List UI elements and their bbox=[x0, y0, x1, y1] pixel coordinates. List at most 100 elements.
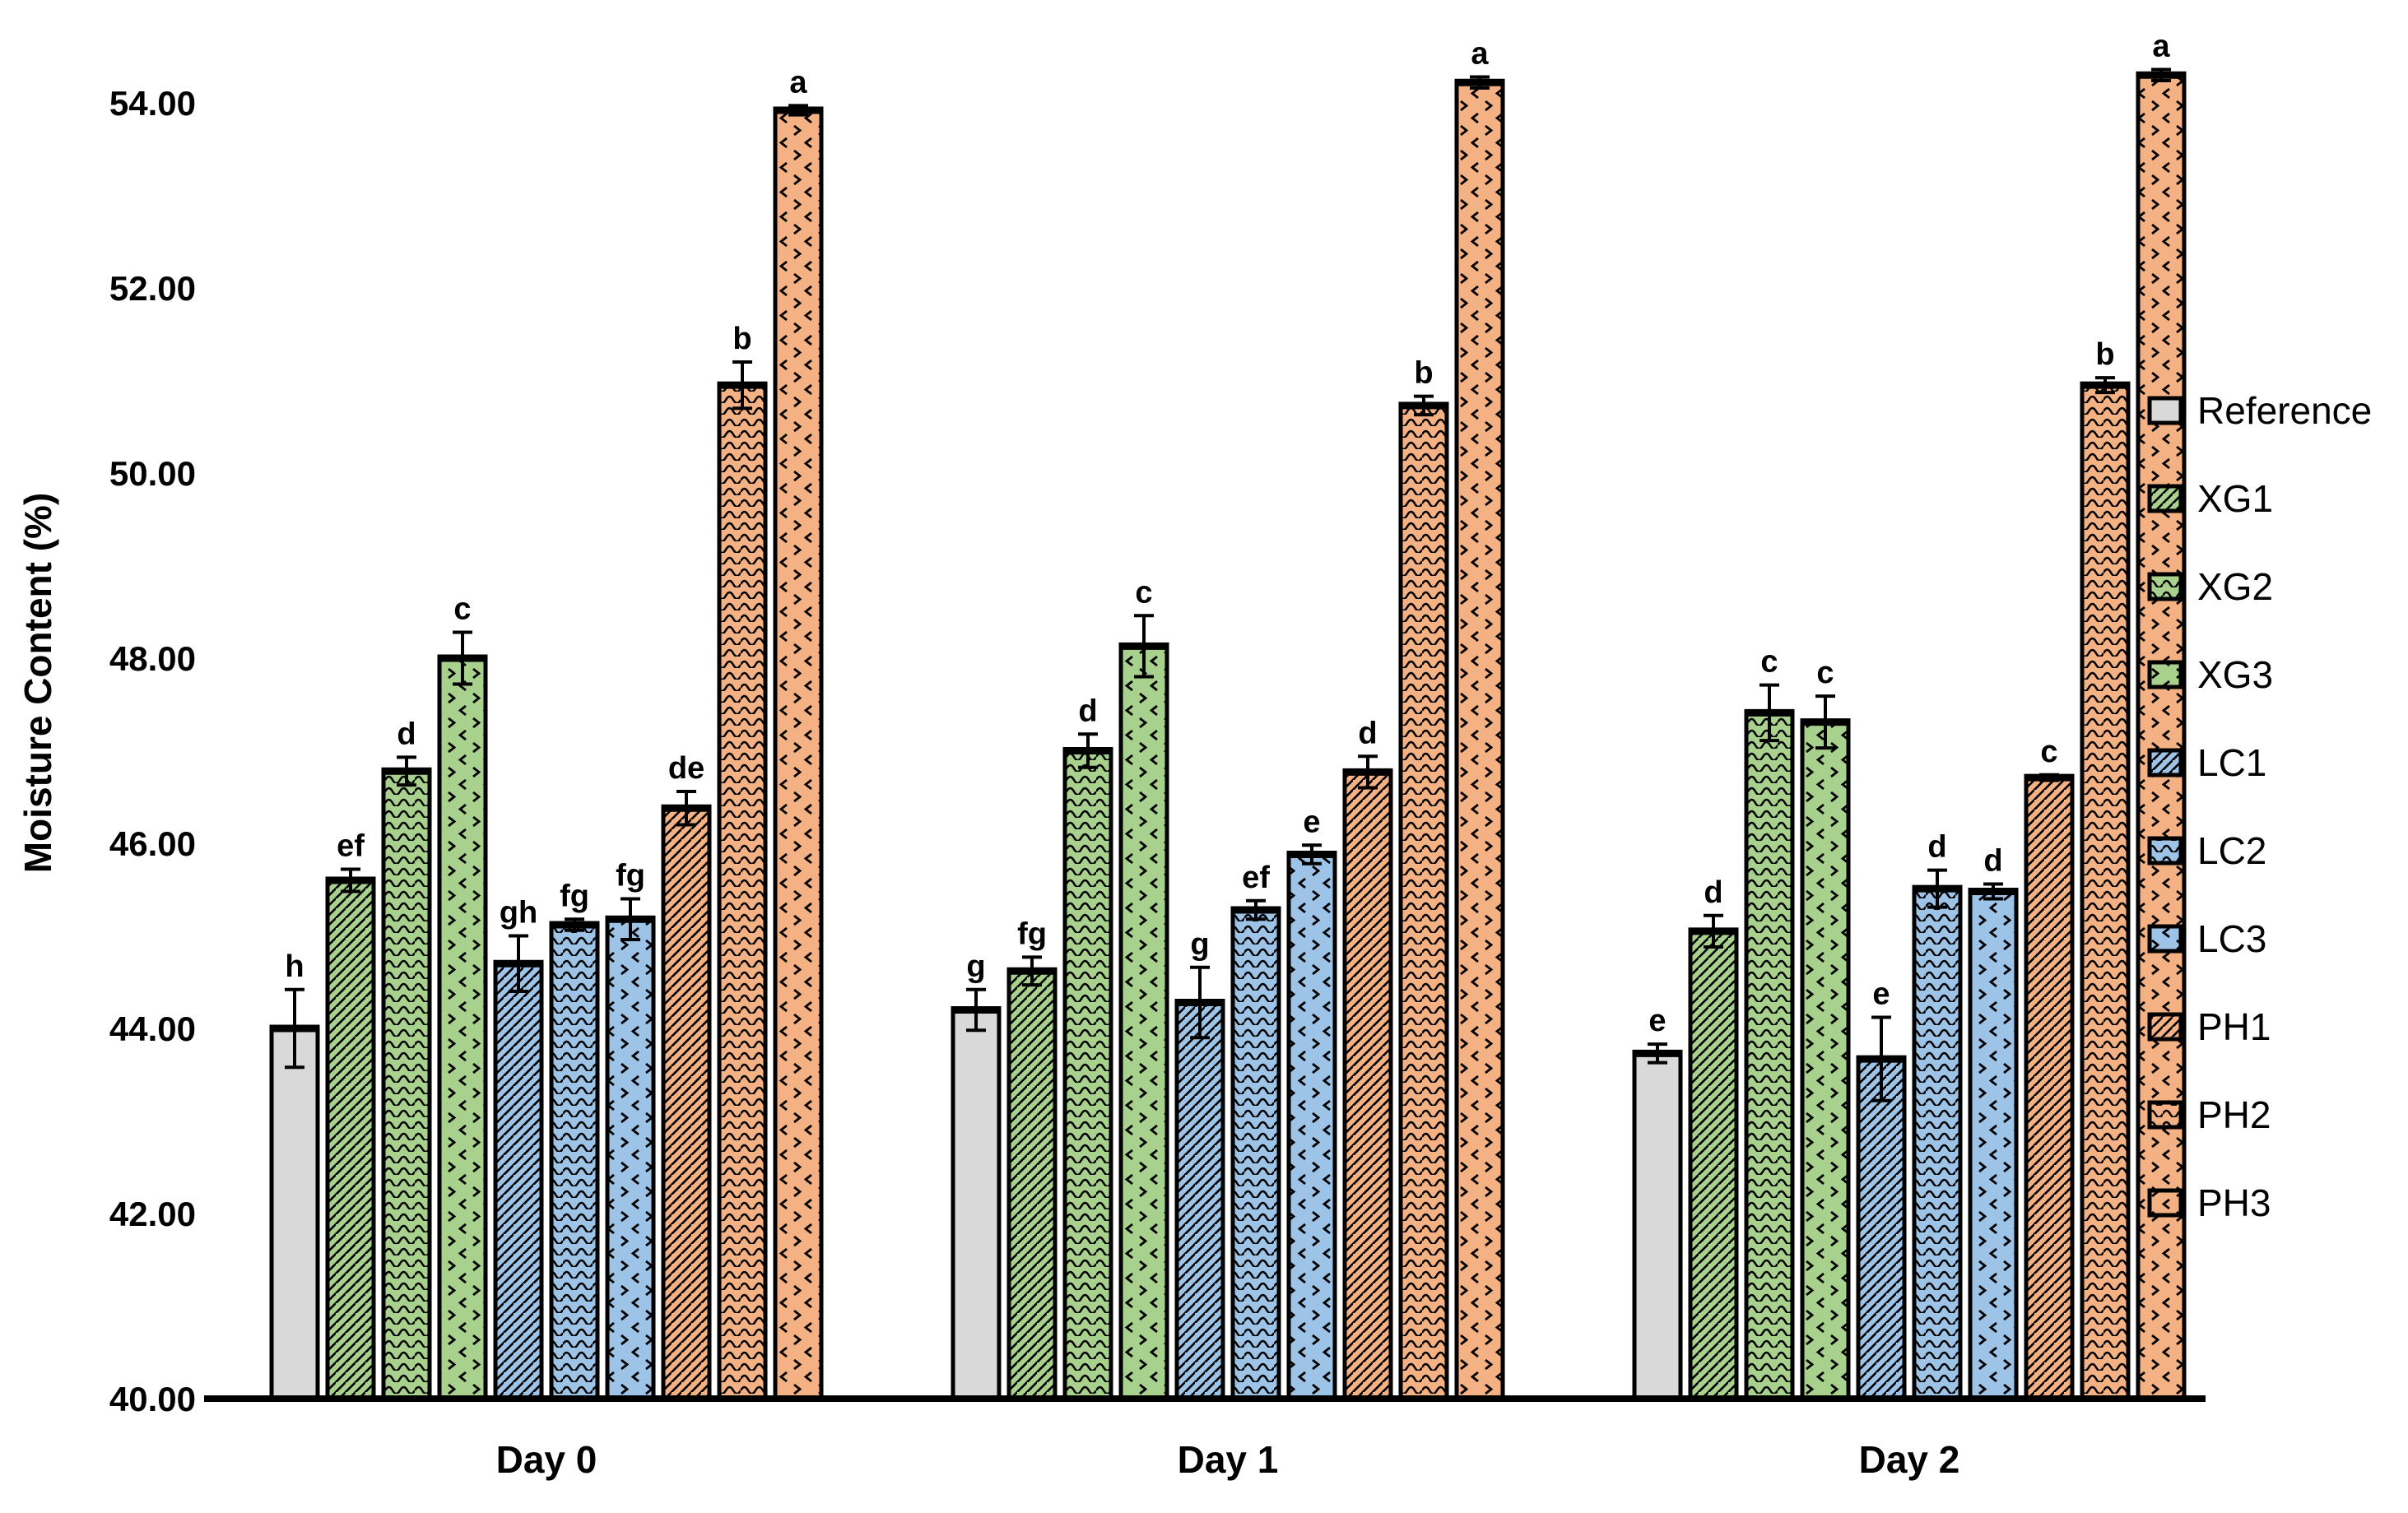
error-bar bbox=[1927, 868, 1947, 909]
y-tick-label: 50.00 bbox=[109, 454, 196, 493]
legend-label: XG2 bbox=[2197, 565, 2273, 608]
significance-letter: d bbox=[1704, 875, 1722, 910]
legend-item-Reference: Reference bbox=[2147, 389, 2372, 432]
significance-letter: g bbox=[966, 949, 985, 984]
bar-XG3-Day2 bbox=[1800, 720, 1851, 1401]
error-bar bbox=[2039, 773, 2059, 782]
bar-LC1-Day1 bbox=[1174, 1000, 1225, 1401]
legend: Reference XG1 XG2 XG3 LC1 LC2 LC3 PH1 PH2 PH3 bbox=[2147, 389, 2372, 1224]
bar-PH1-Day1 bbox=[1342, 769, 1393, 1401]
significance-letter: gh bbox=[500, 896, 537, 931]
x-category-label: Day 1 bbox=[1178, 1438, 1279, 1481]
significance-letter: e bbox=[1872, 977, 1890, 1012]
legend-label: XG1 bbox=[2197, 477, 2273, 520]
error-bar bbox=[1760, 683, 1779, 743]
bar-PH3-Day1 bbox=[1454, 80, 1505, 1401]
bar-LC2-Day1 bbox=[1230, 907, 1281, 1401]
significance-letter: c bbox=[453, 592, 471, 627]
bar-LC3-Day0 bbox=[605, 917, 656, 1401]
error-bar bbox=[1815, 694, 1835, 750]
y-tick-label: 48.00 bbox=[109, 639, 196, 678]
bar-PH2-Day1 bbox=[1398, 403, 1449, 1401]
legend-swatch bbox=[2147, 396, 2183, 425]
bar-XG1-Day1 bbox=[1006, 968, 1058, 1401]
significance-letter: fg bbox=[616, 859, 645, 893]
error-bar bbox=[2095, 376, 2115, 395]
significance-letter: fg bbox=[560, 879, 589, 913]
significance-letter: c bbox=[1135, 575, 1152, 610]
legend-item-XG3: XG3 bbox=[2147, 653, 2273, 696]
legend-swatch bbox=[2147, 1188, 2183, 1218]
significance-letter: a bbox=[2152, 30, 2170, 64]
significance-letter: ef bbox=[337, 829, 365, 864]
legend-item-PH3: PH3 bbox=[2147, 1181, 2271, 1224]
error-bar bbox=[1134, 614, 1154, 679]
significance-letter: d bbox=[1927, 830, 1946, 865]
bar-PH3-Day0 bbox=[773, 108, 824, 1401]
bar-LC1-Day0 bbox=[493, 961, 544, 1401]
error-bar bbox=[565, 917, 584, 932]
y-tick-label: 40.00 bbox=[109, 1380, 196, 1418]
significance-letter: h bbox=[285, 949, 304, 984]
bar-LC2-Day0 bbox=[549, 922, 600, 1401]
legend-swatch bbox=[2147, 924, 2183, 954]
error-bar bbox=[1078, 732, 1098, 769]
significance-letter: de bbox=[668, 751, 704, 786]
legend-swatch bbox=[2147, 660, 2183, 689]
legend-swatch bbox=[2147, 748, 2183, 777]
bar-XG2-Day1 bbox=[1062, 749, 1113, 1401]
bar-PH3-Day2 bbox=[2136, 72, 2187, 1401]
legend-swatch bbox=[2147, 836, 2183, 866]
bar-XG2-Day0 bbox=[381, 768, 432, 1401]
error-bar bbox=[1190, 965, 1210, 1040]
bar-LC1-Day2 bbox=[1856, 1056, 1907, 1401]
significance-letter: d bbox=[397, 717, 416, 751]
legend-label: LC2 bbox=[2197, 829, 2266, 872]
error-bar bbox=[509, 934, 528, 993]
legend-label: Reference bbox=[2197, 389, 2372, 432]
error-bar bbox=[1983, 882, 2003, 901]
legend-item-XG2: XG2 bbox=[2147, 565, 2273, 608]
error-bar bbox=[1414, 394, 1434, 417]
bar-XG2-Day2 bbox=[1744, 710, 1795, 1401]
error-bar bbox=[788, 104, 808, 117]
error-bar bbox=[2151, 67, 2171, 82]
bar-Reference-Day0 bbox=[269, 1026, 320, 1401]
legend-item-XG1: XG1 bbox=[2147, 477, 2273, 520]
significance-letter: a bbox=[1471, 37, 1489, 72]
significance-letter: e bbox=[1303, 805, 1320, 839]
legend-item-PH2: PH2 bbox=[2147, 1093, 2271, 1136]
error-bar bbox=[1470, 75, 1490, 90]
bar-LC3-Day1 bbox=[1286, 852, 1337, 1401]
bar-Reference-Day2 bbox=[1632, 1051, 1683, 1401]
error-bar bbox=[1358, 754, 1378, 790]
error-bar bbox=[732, 360, 752, 411]
legend-item-LC3: LC3 bbox=[2147, 917, 2266, 960]
significance-letter: b bbox=[2095, 337, 2114, 372]
error-bar bbox=[1648, 1042, 1667, 1065]
error-bar bbox=[676, 790, 696, 827]
significance-letter: d bbox=[1358, 716, 1377, 750]
bar-XG3-Day0 bbox=[437, 656, 488, 1401]
x-category-label: Day 2 bbox=[1859, 1438, 1960, 1481]
legend-item-LC2: LC2 bbox=[2147, 829, 2266, 872]
significance-letter: d bbox=[1983, 844, 2002, 879]
legend-swatch bbox=[2147, 1012, 2183, 1042]
bar-XG3-Day1 bbox=[1118, 643, 1169, 1401]
significance-letter: a bbox=[789, 65, 807, 100]
x-category-label: Day 0 bbox=[496, 1438, 597, 1481]
legend-label: PH2 bbox=[2197, 1093, 2271, 1136]
bar-XG1-Day0 bbox=[325, 878, 376, 1401]
legend-label: LC3 bbox=[2197, 917, 2266, 960]
error-bar bbox=[1246, 898, 1266, 921]
y-tick-label: 52.00 bbox=[109, 269, 196, 308]
error-bar bbox=[341, 867, 360, 893]
legend-swatch bbox=[2147, 572, 2183, 601]
y-tick-label: 44.00 bbox=[109, 1009, 196, 1048]
y-axis-title: Moisture Content (%) bbox=[16, 493, 59, 874]
error-bar bbox=[453, 630, 472, 686]
bar-PH2-Day0 bbox=[717, 383, 768, 1401]
significance-letter: c bbox=[1816, 656, 1834, 690]
legend-item-PH1: PH1 bbox=[2147, 1005, 2271, 1048]
